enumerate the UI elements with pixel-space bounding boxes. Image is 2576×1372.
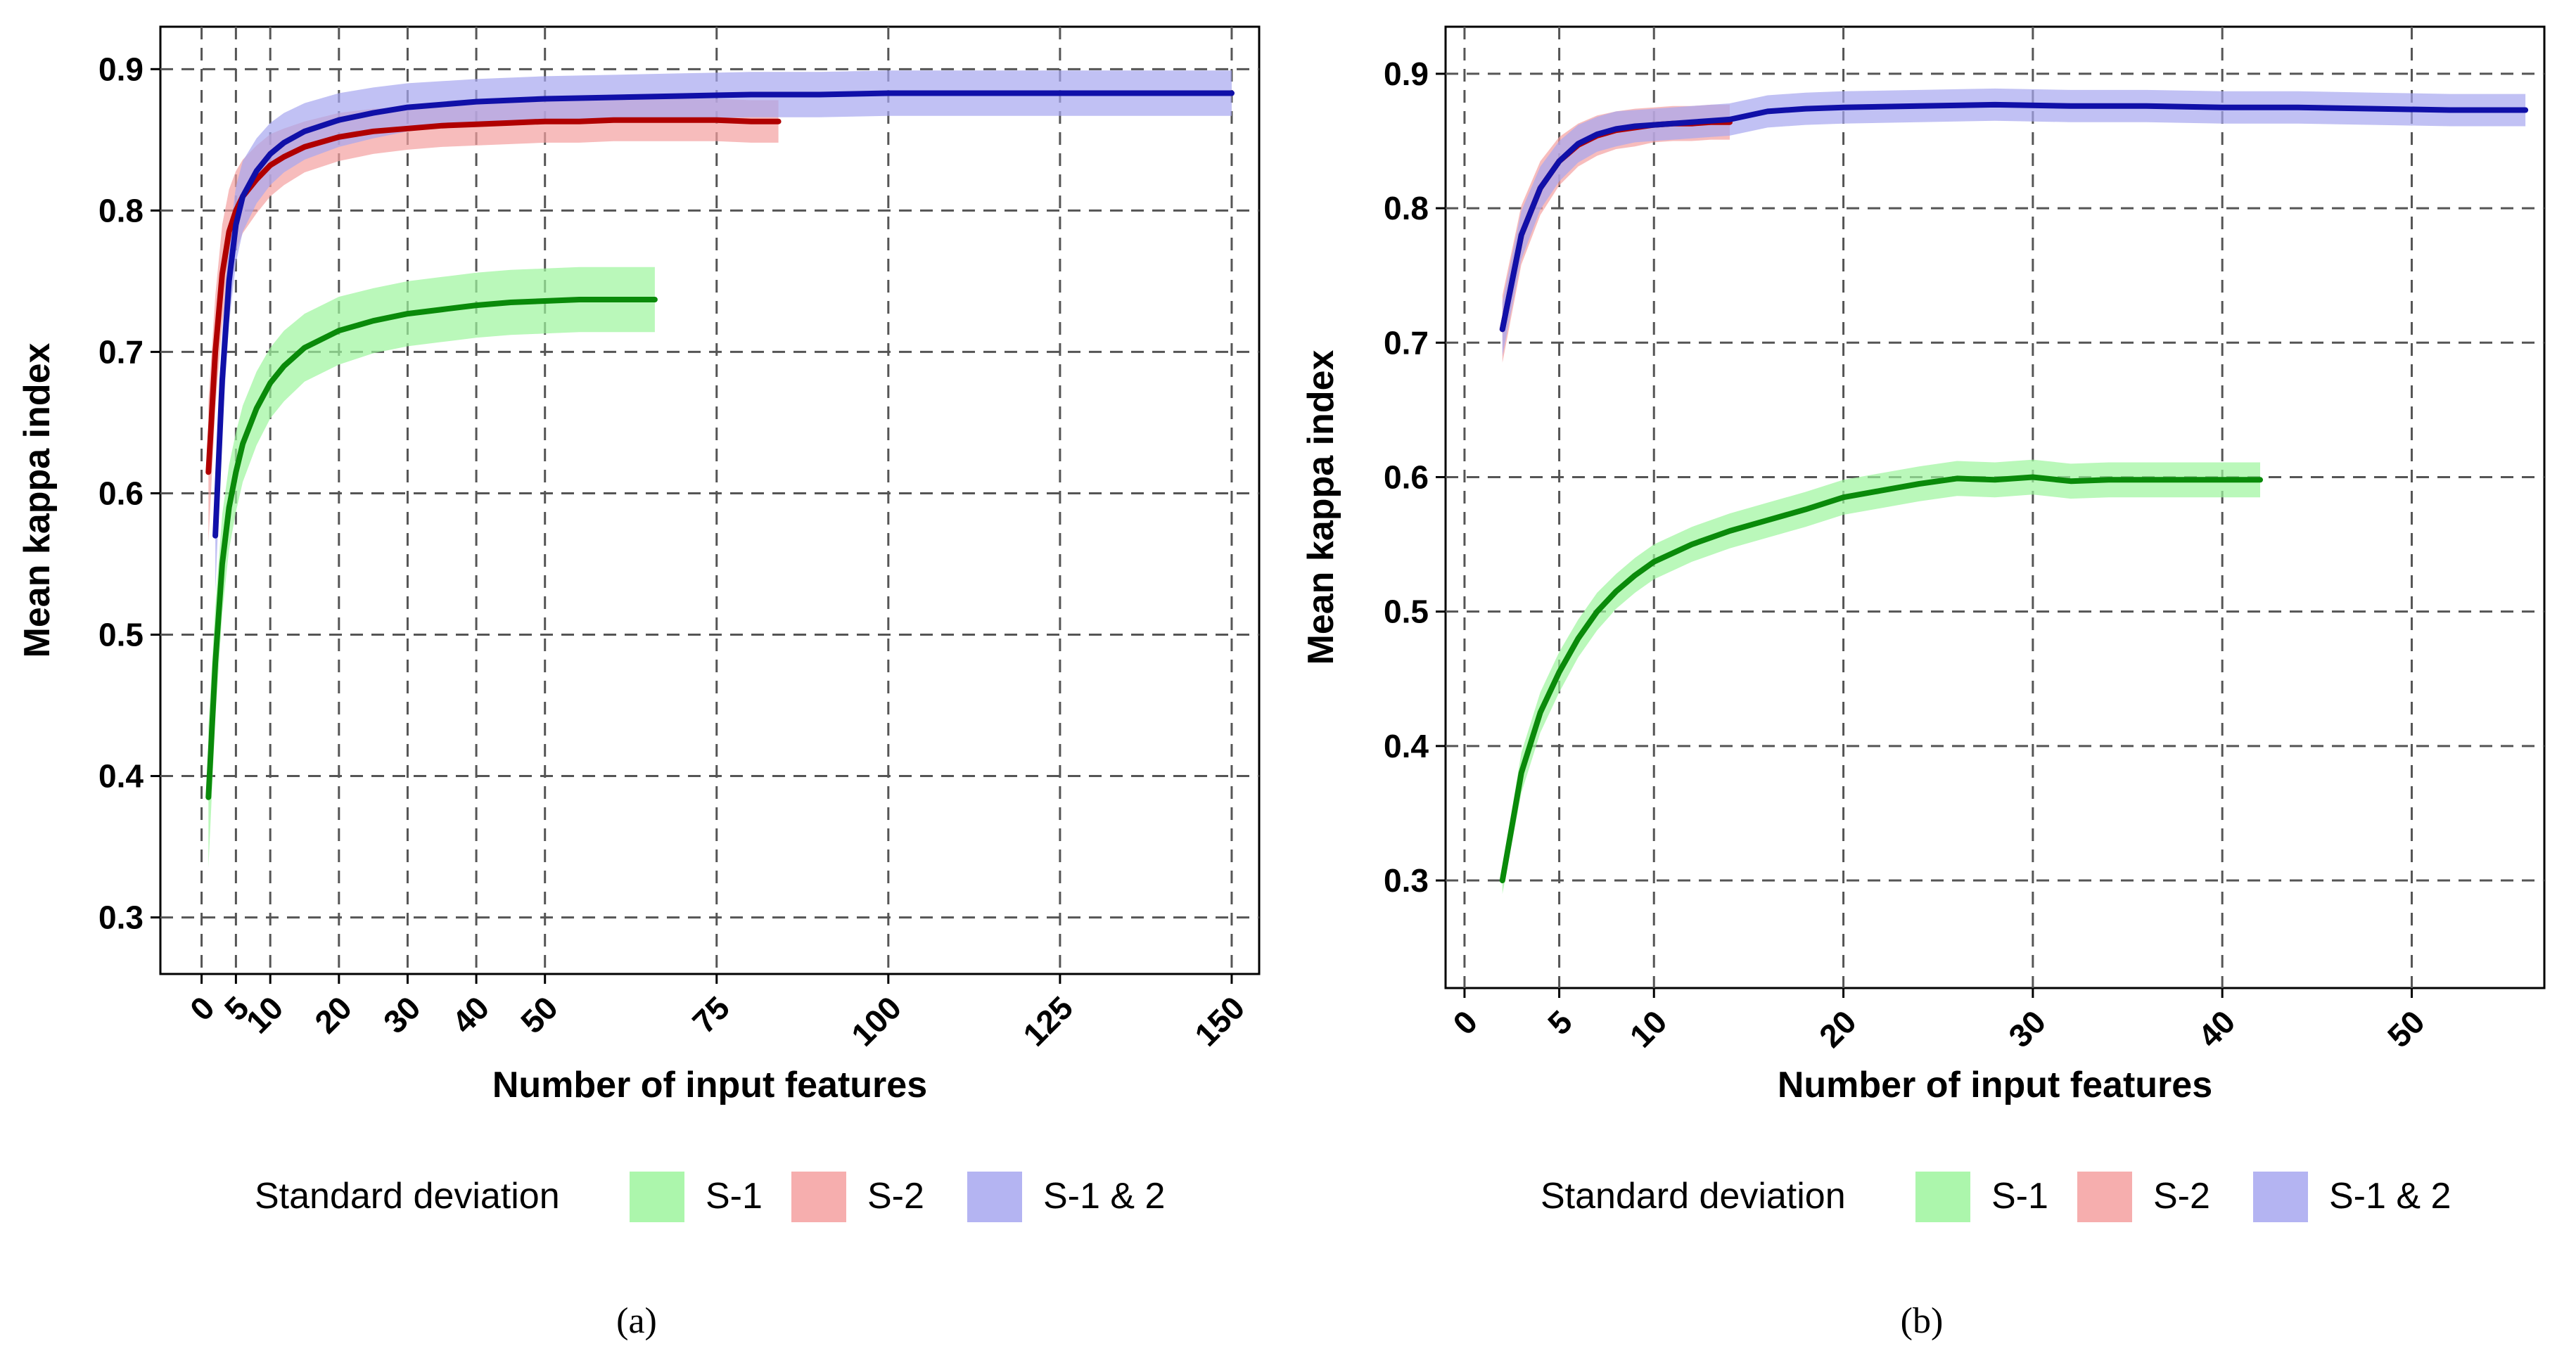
panel-caption: (b): [1901, 1301, 1944, 1341]
mean-line-s-1: [1499, 474, 2263, 883]
x-tick-label: 5: [1541, 1004, 1579, 1042]
y-tick-label: 0.8: [1384, 190, 1429, 226]
legend: Standard deviation S-1 S-2 S-1 & 2: [1541, 1172, 2451, 1222]
y-tick-label: 0.9: [1384, 56, 1429, 92]
y-axis-title: Mean kappa index: [17, 342, 58, 658]
y-tick-label: 0.3: [98, 899, 144, 936]
y-tick-label: 0.6: [1384, 459, 1429, 495]
legend-swatch: [2077, 1172, 2132, 1222]
y-tick-label: 0.4: [98, 758, 144, 795]
plot-area: [1444, 25, 2546, 989]
x-tick-label: 150: [1187, 989, 1251, 1053]
legend-entry: S-1 & 2: [2329, 1176, 2451, 1217]
y-tick-label: 0.3: [1384, 862, 1429, 899]
x-tick-label: 10: [239, 989, 291, 1041]
legend-swatch: [2253, 1172, 2308, 1222]
mean-line-s-1-2: [1499, 101, 2529, 333]
y-tick-label: 0.9: [98, 51, 144, 87]
legend-swatch: [791, 1172, 846, 1222]
y-tick-label: 0.5: [98, 616, 144, 653]
y-tick-label: 0.8: [98, 192, 144, 229]
legend-entry: S-1: [1991, 1176, 2048, 1217]
legend-entry: S-1 & 2: [1043, 1176, 1165, 1217]
legend-title: Standard deviation: [255, 1176, 560, 1217]
sd-band-s-1-2: [215, 70, 1232, 593]
y-tick-label: 0.7: [98, 333, 144, 370]
y-tick-label: 0.7: [1384, 324, 1429, 361]
sd-band-s-1: [208, 267, 655, 868]
plot-area: [159, 25, 1261, 975]
y-tick-label: 0.4: [1384, 728, 1429, 764]
legend-entry: S-2: [867, 1176, 924, 1217]
mean-line-s-1: [205, 297, 658, 800]
y-axis-title: Mean kappa index: [1301, 350, 1341, 665]
mean-line-s-2: [205, 117, 782, 475]
x-tick-label: 20: [307, 989, 359, 1041]
mean-line-s-1-2: [212, 90, 1235, 539]
x-tick-label: 40: [445, 989, 496, 1041]
legend-entry: S-1: [706, 1176, 763, 1217]
y-tick-label: 0.6: [98, 475, 144, 511]
x-tick-label: 75: [685, 989, 737, 1041]
y-tick-label: 0.5: [1384, 594, 1429, 630]
legend-swatch: [967, 1172, 1022, 1222]
x-tick-label: 30: [2001, 1004, 2053, 1055]
x-tick-label: 20: [1812, 1004, 1863, 1055]
x-tick-label: 50: [2380, 1004, 2432, 1055]
panel-caption: (a): [616, 1301, 657, 1341]
x-tick-label: 100: [844, 989, 908, 1053]
x-axis-title: Number of input features: [492, 1065, 927, 1105]
legend-swatch: [1915, 1172, 1970, 1222]
legend-swatch: [630, 1172, 684, 1222]
x-axis-title: Number of input features: [1778, 1065, 2212, 1105]
x-tick-label: 30: [376, 989, 428, 1041]
sd-band-s-1-2: [1502, 88, 2526, 357]
legend: Standard deviation S-1 S-2 S-1 & 2: [255, 1172, 1165, 1222]
x-tick-label: 0: [183, 989, 222, 1028]
x-tick-label: 10: [1623, 1004, 1674, 1055]
x-tick-label: 50: [514, 989, 565, 1041]
x-tick-label: 0: [1446, 1004, 1484, 1042]
x-tick-label: 40: [2191, 1004, 2243, 1055]
x-tick-label: 125: [1016, 989, 1080, 1053]
chart-panel-b: 0.3 0.4 0.5 0.6 0.7 0.8 0.9 0 5 10 20 30 40 50 Number …: [1301, 25, 2546, 1341]
legend-entry: S-2: [2153, 1176, 2210, 1217]
legend-title: Standard deviation: [1541, 1176, 1846, 1217]
